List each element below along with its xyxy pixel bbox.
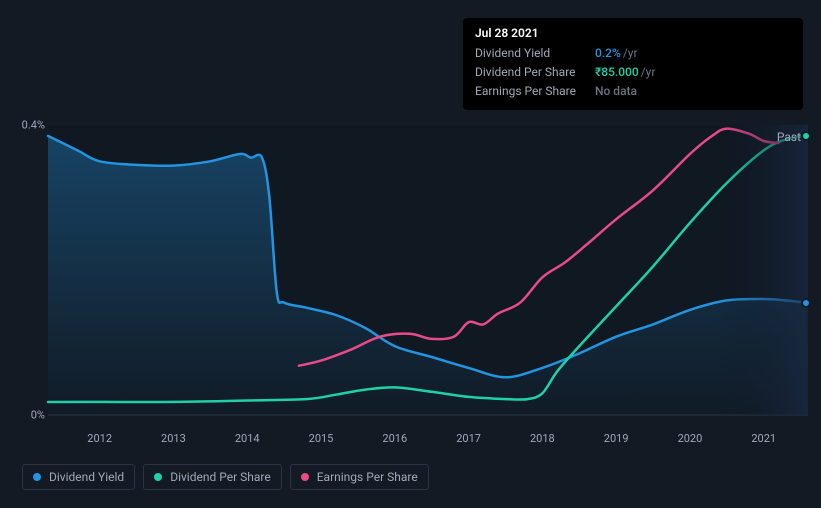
series-end-marker [801, 131, 811, 141]
x-axis-tick: 2020 [678, 432, 703, 445]
tooltip-value: ₹85.000 [595, 63, 639, 82]
legend-label: Dividend Yield [49, 470, 124, 484]
x-axis-tick: 2018 [530, 432, 555, 445]
tooltip-label: Earnings Per Share [475, 82, 595, 101]
x-axis-tick: 2012 [87, 432, 112, 445]
x-axis-tick: 2021 [751, 432, 776, 445]
chart-area[interactable]: Past 0.4% 0% 2012 2013 2014 2015 2016 2017 2018… [0, 100, 821, 460]
line-chart-svg [0, 100, 821, 460]
legend-label: Dividend Per Share [170, 470, 271, 484]
legend-dot [33, 473, 41, 481]
tooltip-date: Jul 28 2021 [475, 26, 791, 40]
legend-dot [301, 473, 309, 481]
legend-dot [154, 473, 162, 481]
legend-item-earnings-per-share[interactable]: Earnings Per Share [290, 464, 429, 490]
tooltip-value: 0.2% [595, 44, 621, 63]
legend-item-dividend-per-share[interactable]: Dividend Per Share [143, 464, 282, 490]
past-label: Past [777, 130, 801, 144]
legend-label: Earnings Per Share [317, 470, 418, 484]
tooltip-row: Dividend Yield0.2% /yr [475, 44, 791, 63]
tooltip-unit: /yr [641, 63, 656, 82]
series-end-marker [801, 298, 811, 308]
chart-legend: Dividend Yield Dividend Per Share Earnin… [22, 464, 429, 490]
x-axis-tick: 2015 [309, 432, 334, 445]
tooltip-row: Earnings Per ShareNo data [475, 82, 791, 101]
x-axis-tick: 2017 [456, 432, 481, 445]
legend-item-dividend-yield[interactable]: Dividend Yield [22, 464, 135, 490]
y-axis-tick: 0% [31, 409, 45, 422]
x-axis-tick: 2016 [382, 432, 407, 445]
y-axis-tick: 0.4% [22, 119, 45, 132]
tooltip-row: Dividend Per Share₹85.000 /yr [475, 63, 791, 82]
chart-tooltip: Jul 28 2021 Dividend Yield0.2% /yrDivide… [463, 18, 803, 110]
x-axis-tick: 2014 [235, 432, 260, 445]
tooltip-label: Dividend Per Share [475, 63, 595, 82]
x-axis-tick: 2019 [604, 432, 629, 445]
tooltip-label: Dividend Yield [475, 44, 595, 63]
tooltip-value: No data [595, 82, 637, 101]
tooltip-unit: /yr [623, 44, 638, 63]
x-axis-tick: 2013 [161, 432, 186, 445]
